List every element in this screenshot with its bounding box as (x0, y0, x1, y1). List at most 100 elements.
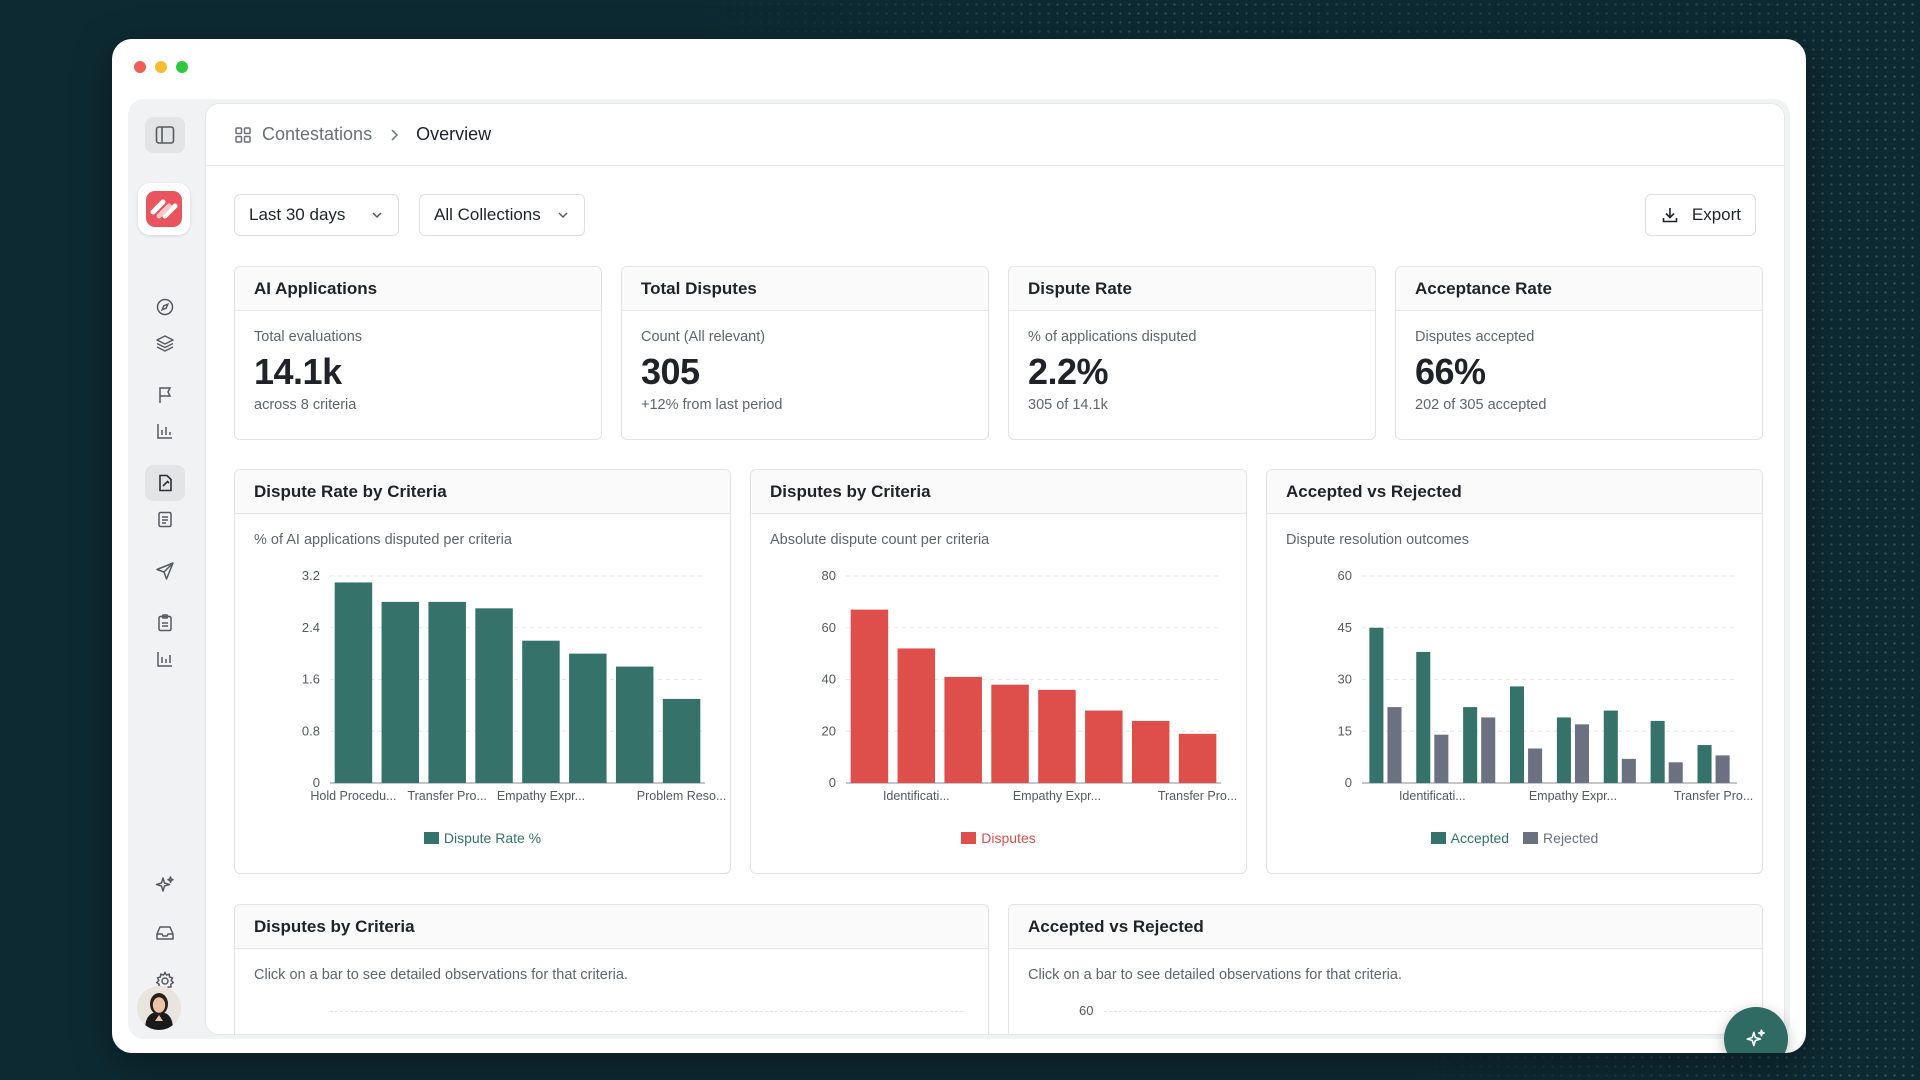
bar-1[interactable] (1481, 717, 1496, 783)
breadcrumb-current: Overview (416, 124, 492, 144)
legend-item[interactable]: Dispute Rate % (423, 830, 541, 846)
x-tick-label: Identificati... (883, 789, 950, 803)
chart-legend: Disputes (751, 830, 1246, 846)
chart-title: Accepted vs Rejected (1009, 905, 1762, 949)
bar-0[interactable] (1697, 745, 1712, 783)
bar-1[interactable] (1387, 707, 1402, 783)
bar-1[interactable] (1434, 734, 1449, 783)
kpi-label: Count (All relevant) (641, 329, 766, 345)
chevron-right-icon (391, 128, 399, 141)
collections-select[interactable]: All Collections (419, 194, 585, 236)
bar[interactable] (944, 676, 982, 783)
bar[interactable] (381, 601, 420, 783)
kpi-label: Disputes accepted (1415, 329, 1535, 345)
inbox-icon[interactable] (145, 915, 185, 951)
bar[interactable] (897, 648, 936, 783)
close-dot[interactable] (134, 61, 146, 73)
x-tick-label: Identificati... (1399, 789, 1466, 803)
bar[interactable] (1178, 733, 1217, 783)
bar[interactable] (850, 609, 889, 783)
y-tick-label: 30 (1338, 672, 1352, 687)
chart-legend: Accepted Rejected (1267, 830, 1762, 846)
bar[interactable] (334, 582, 373, 783)
grid-icon (235, 126, 251, 143)
legend-item[interactable]: Rejected (1523, 830, 1598, 846)
bar-1[interactable] (1574, 724, 1589, 783)
y-tick-label: 15 (1338, 723, 1352, 738)
toolbar: Last 30 days All Collections Export (234, 194, 1756, 236)
y-tick-label: 45 (1338, 620, 1352, 635)
y-tick-label: 80 (822, 568, 836, 583)
chart-description: Click on a bar to see detailed observati… (254, 967, 628, 983)
chart-title: Disputes by Criteria (235, 905, 988, 949)
kpi-value: 66% (1415, 351, 1486, 392)
collections-value: All Collections (434, 205, 541, 224)
maximize-dot[interactable] (176, 61, 188, 73)
window-controls (134, 61, 188, 73)
date-range-select[interactable]: Last 30 days (234, 194, 399, 236)
clipboard-list-icon[interactable] (145, 605, 185, 641)
breadcrumb: Contestations Overview (206, 104, 1784, 166)
bar-1[interactable] (1668, 762, 1683, 783)
chart-card-accepted-rejected: Accepted vs Rejected Dispute resolution … (1266, 469, 1763, 874)
minimize-dot[interactable] (155, 61, 167, 73)
bar[interactable] (475, 608, 513, 783)
bar[interactable] (428, 601, 466, 783)
flag-icon[interactable] (145, 377, 185, 413)
gridline (1104, 1011, 1737, 1012)
y-tick-label: 20 (822, 723, 836, 738)
bar[interactable] (991, 684, 1029, 783)
bar[interactable] (1038, 689, 1076, 783)
bar-0[interactable] (1556, 717, 1571, 783)
bar-0[interactable] (1510, 686, 1525, 783)
layers-icon[interactable] (145, 325, 185, 361)
avatar[interactable] (137, 986, 181, 1030)
chart-title: Accepted vs Rejected (1267, 470, 1762, 514)
app-window: Contestations Overview Last 30 days All … (112, 39, 1806, 1053)
contestations-icon[interactable] (145, 465, 185, 501)
bar[interactable] (522, 640, 560, 783)
bar[interactable] (615, 666, 654, 783)
clipboard-icon[interactable] (145, 501, 185, 537)
chart-card-disputes: Disputes by Criteria Absolute dispute co… (750, 469, 1247, 874)
chart-description: % of AI applications disputed per criter… (254, 532, 512, 548)
ai-assistant-button[interactable] (1724, 1007, 1788, 1053)
chart-title: Disputes by Criteria (751, 470, 1246, 514)
legend-item[interactable]: Accepted (1430, 830, 1509, 846)
download-icon (1662, 208, 1678, 223)
send-icon[interactable] (145, 553, 185, 589)
y-tick-label: 60 (822, 620, 836, 635)
kpi-value: 14.1k (254, 351, 342, 392)
gridline (330, 1011, 963, 1012)
kpi-value: 305 (641, 351, 700, 392)
app-logo[interactable] (138, 183, 190, 235)
chart-description: Click on a bar to see detailed observati… (1028, 967, 1402, 983)
compass-icon[interactable] (145, 289, 185, 325)
bar-1[interactable] (1621, 758, 1636, 783)
export-label: Export (1691, 205, 1741, 224)
analytics-icon[interactable] (145, 641, 185, 677)
bar-0[interactable] (1603, 710, 1618, 783)
sidebar-toggle-icon[interactable] (145, 117, 185, 153)
bar[interactable] (662, 698, 701, 783)
kpi-sub: +12% from last period (641, 397, 783, 413)
chart-description: Dispute resolution outcomes (1286, 532, 1469, 548)
export-button[interactable]: Export (1644, 194, 1756, 236)
bar[interactable] (1131, 720, 1170, 783)
chart-legend: Dispute Rate % (235, 830, 730, 846)
legend-item[interactable]: Disputes (961, 830, 1036, 846)
x-tick-label: Empathy Expr... (1013, 789, 1101, 803)
bar-0[interactable] (1650, 720, 1665, 783)
bar-1[interactable] (1715, 755, 1730, 783)
bar[interactable] (569, 653, 607, 783)
bar-chart-icon[interactable] (145, 413, 185, 449)
bar-0[interactable] (1463, 707, 1478, 783)
sparkles-icon[interactable] (145, 867, 185, 903)
disputes-chart: 0 20 40 60 80 Identificati... Empathy Expr... T… (822, 568, 1238, 803)
bar-1[interactable] (1528, 748, 1543, 784)
chart-card-dispute-rate: Dispute Rate by Criteria % of AI applica… (234, 469, 731, 874)
breadcrumb-root[interactable]: Contestations (262, 124, 373, 144)
bar[interactable] (1085, 710, 1123, 783)
bar-0[interactable] (1369, 627, 1384, 783)
bar-0[interactable] (1416, 651, 1431, 783)
